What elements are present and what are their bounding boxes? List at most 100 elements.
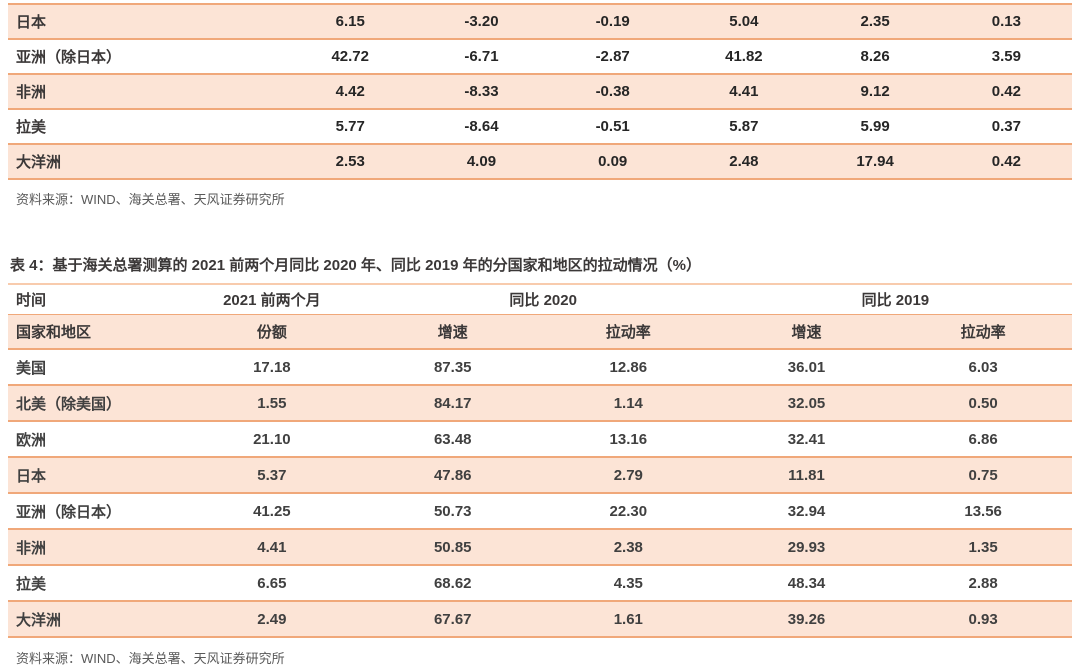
value-cell: 29.93 (718, 529, 895, 566)
table4-country-region-pull: 时间 2021 前两个月 同比 2020 同比 2019 国家和地区 份额 增速… (8, 283, 1072, 638)
value-cell: 5.04 (678, 3, 810, 40)
value-cell: 21.10 (176, 421, 368, 458)
value-cell: 50.85 (367, 529, 538, 566)
header-yoy-2020: 同比 2020 (367, 284, 719, 315)
value-cell: 36.01 (718, 349, 895, 386)
value-cell: 2.88 (894, 565, 1072, 602)
row-label: 欧洲 (8, 421, 177, 458)
source-note: 资料来源：WIND、海关总署、天风证券研究所 (16, 651, 285, 666)
value-cell: 87.35 (367, 349, 538, 386)
table-row: 北美（除美国） 1.55 84.17 1.14 32.05 0.50 (8, 385, 1072, 422)
value-cell: 5.77 (284, 109, 416, 145)
value-cell: 41.25 (176, 493, 368, 530)
table-row: 美国 17.18 87.35 12.86 36.01 6.03 (8, 349, 1072, 386)
value-cell: 5.99 (809, 109, 941, 145)
value-cell: 12.86 (537, 349, 719, 386)
header-period-2021: 2021 前两个月 (176, 284, 368, 315)
table-row: 欧洲 21.10 63.48 13.16 32.41 6.86 (8, 421, 1072, 458)
value-cell: 32.94 (718, 493, 895, 530)
table-row: 日本 5.37 47.86 2.79 11.81 0.75 (8, 457, 1072, 494)
value-cell: 17.94 (809, 144, 941, 180)
table-row: 亚洲（除日本） 42.72 -6.71 -2.87 41.82 8.26 3.5… (8, 39, 1072, 75)
value-cell: 8.26 (809, 39, 941, 75)
value-cell: 3.59 (940, 39, 1072, 75)
table-row: 拉美 6.65 68.62 4.35 48.34 2.88 (8, 565, 1072, 602)
row-label: 美国 (8, 349, 177, 386)
region-pull-table-continued: 日本 6.15 -3.20 -0.19 5.04 2.35 0.13 亚洲（除日… (8, 3, 1072, 180)
value-cell: 6.15 (284, 3, 416, 40)
value-cell: 0.09 (547, 144, 679, 180)
header-growth-2019: 增速 (718, 314, 895, 350)
value-cell: 13.56 (894, 493, 1072, 530)
value-cell: 1.14 (537, 385, 719, 422)
value-cell: 68.62 (367, 565, 538, 602)
value-cell: 4.41 (678, 74, 810, 110)
table-row: 非洲 4.42 -8.33 -0.38 4.41 9.12 0.42 (8, 74, 1072, 110)
row-label: 亚洲（除日本） (8, 39, 285, 75)
table-row: 大洋洲 2.49 67.67 1.61 39.26 0.93 (8, 601, 1072, 638)
value-cell: 2.79 (537, 457, 719, 494)
value-cell: -3.20 (415, 3, 548, 40)
value-cell: 39.26 (718, 601, 895, 638)
value-cell: 13.16 (537, 421, 719, 458)
value-cell: 48.34 (718, 565, 895, 602)
value-cell: 42.72 (284, 39, 416, 75)
row-label: 大洋洲 (8, 601, 177, 638)
header-time: 时间 (8, 284, 177, 315)
value-cell: 6.03 (894, 349, 1072, 386)
value-cell: -0.19 (547, 3, 679, 40)
table-row: 大洋洲 2.53 4.09 0.09 2.48 17.94 0.42 (8, 144, 1072, 180)
row-label: 亚洲（除日本） (8, 493, 177, 530)
value-cell: 6.65 (176, 565, 368, 602)
header-yoy-2019: 同比 2019 (718, 284, 1072, 315)
value-cell: -0.38 (547, 74, 679, 110)
value-cell: -0.51 (547, 109, 679, 145)
value-cell: 0.75 (894, 457, 1072, 494)
value-cell: 1.61 (537, 601, 719, 638)
value-cell: 63.48 (367, 421, 538, 458)
header-share: 份额 (176, 314, 368, 350)
value-cell: 4.35 (537, 565, 719, 602)
row-label: 日本 (8, 3, 285, 40)
value-cell: 32.05 (718, 385, 895, 422)
table-row: 非洲 4.41 50.85 2.38 29.93 1.35 (8, 529, 1072, 566)
value-cell: 41.82 (678, 39, 810, 75)
value-cell: 2.53 (284, 144, 416, 180)
value-cell: 5.37 (176, 457, 368, 494)
value-cell: 50.73 (367, 493, 538, 530)
row-label: 拉美 (8, 109, 285, 145)
value-cell: 1.55 (176, 385, 368, 422)
header-pull-2019: 拉动率 (894, 314, 1072, 350)
header-row-period: 时间 2021 前两个月 同比 2020 同比 2019 (8, 284, 1072, 315)
row-label: 北美（除美国） (8, 385, 177, 422)
value-cell: 0.50 (894, 385, 1072, 422)
source-note: 资料来源：WIND、海关总署、天风证券研究所 (16, 192, 285, 207)
table4-title: 表 4：基于海关总署测算的 2021 前两个月同比 2020 年、同比 2019… (10, 257, 701, 274)
value-cell: -6.71 (415, 39, 548, 75)
row-label: 拉美 (8, 565, 177, 602)
table-row: 日本 6.15 -3.20 -0.19 5.04 2.35 0.13 (8, 3, 1072, 40)
value-cell: -2.87 (547, 39, 679, 75)
row-label: 日本 (8, 457, 177, 494)
value-cell: 2.49 (176, 601, 368, 638)
value-cell: 2.35 (809, 3, 941, 40)
value-cell: 84.17 (367, 385, 538, 422)
value-cell: 6.86 (894, 421, 1072, 458)
row-label: 非洲 (8, 74, 285, 110)
header-country-region: 国家和地区 (8, 314, 177, 350)
header-pull-2020: 拉动率 (537, 314, 719, 350)
value-cell: 47.86 (367, 457, 538, 494)
value-cell: 1.35 (894, 529, 1072, 566)
value-cell: 0.37 (940, 109, 1072, 145)
value-cell: 67.67 (367, 601, 538, 638)
value-cell: 4.41 (176, 529, 368, 566)
value-cell: 11.81 (718, 457, 895, 494)
value-cell: 0.13 (940, 3, 1072, 40)
value-cell: 17.18 (176, 349, 368, 386)
value-cell: 0.93 (894, 601, 1072, 638)
value-cell: 32.41 (718, 421, 895, 458)
value-cell: -8.64 (415, 109, 548, 145)
value-cell: 22.30 (537, 493, 719, 530)
header-growth-2020: 增速 (367, 314, 538, 350)
